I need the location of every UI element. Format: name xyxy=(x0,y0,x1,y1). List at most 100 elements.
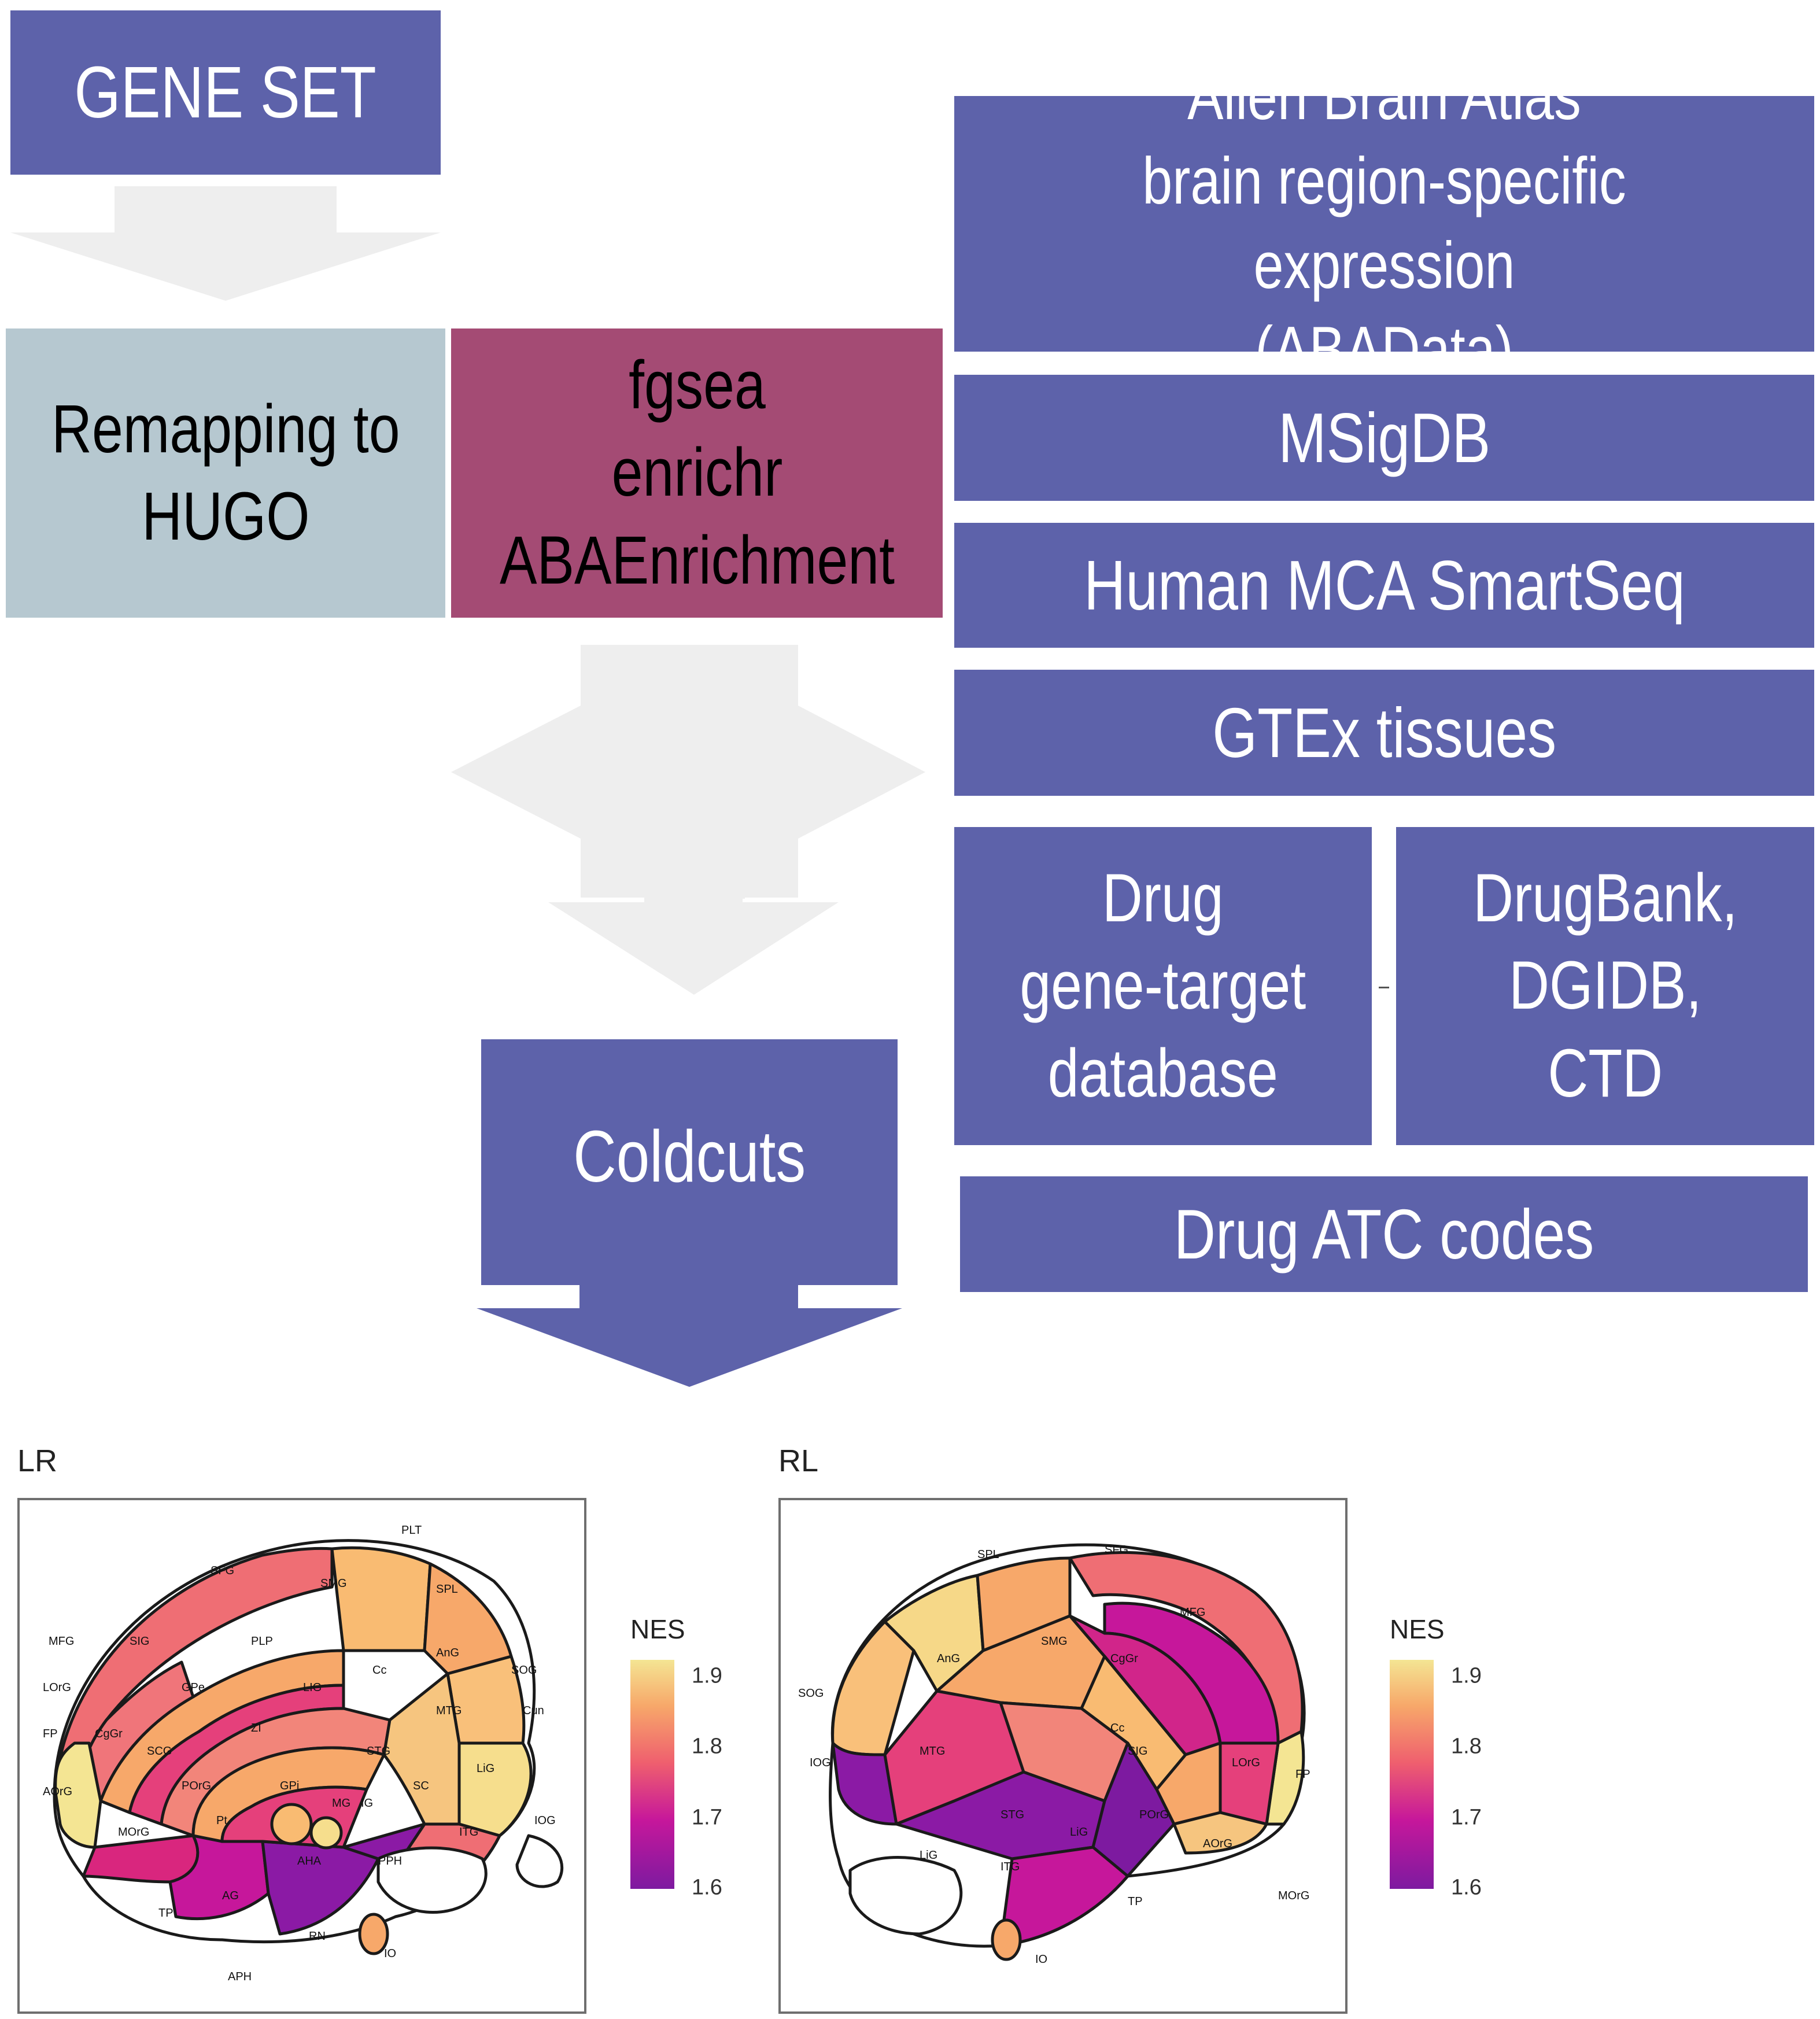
rl-label-stg: STG xyxy=(1001,1808,1024,1821)
lr-label-ag: AG xyxy=(222,1889,239,1902)
rl-label-ang: AnG xyxy=(937,1652,960,1665)
lr-legend-title: NES xyxy=(630,1614,685,1644)
rl-brain-panel: SFG SPL MFG AnG SMG CgGr SOG IOG Cc SIG … xyxy=(778,1498,1348,2014)
remapping-label: Remapping to HUGO xyxy=(51,390,400,555)
lr-label-plp: PLP xyxy=(251,1635,273,1648)
lr-label-gpe: GPe xyxy=(182,1681,205,1694)
human-mca-label: Human MCA SmartSeq xyxy=(1083,545,1685,625)
lr-label-gpi: GPi xyxy=(280,1780,299,1792)
rl-label-lorg: LOrG xyxy=(1232,1756,1260,1769)
lr-panel-title: LR xyxy=(17,1444,58,1478)
lr-region-cerebellum xyxy=(376,1846,488,1914)
rl-region-io xyxy=(991,1918,1022,1961)
lr-region-cun xyxy=(457,1741,533,1837)
gtex-box: GTEx tissues xyxy=(954,670,1814,796)
lr-legend-value: 1.9 xyxy=(692,1663,722,1688)
lr-label-lig: LIG xyxy=(303,1681,322,1694)
lr-label-smg: SMG xyxy=(320,1577,347,1590)
rl-panel-title: RL xyxy=(778,1444,819,1478)
human-mca-box: Human MCA SmartSeq xyxy=(954,523,1814,648)
rl-region-aorg xyxy=(1172,1811,1268,1855)
coldcuts-box: Coldcuts xyxy=(481,1039,898,1285)
rl-label-io: IO xyxy=(1035,1953,1047,1966)
lr-label-io: IO xyxy=(384,1947,396,1960)
lr-label-zi: ZI xyxy=(251,1722,261,1734)
lr-label-mg: MG xyxy=(332,1797,350,1810)
rl-legend-value: 1.7 xyxy=(1451,1805,1482,1830)
gene-set-label: GENE SET xyxy=(74,51,377,134)
lr-legend-tick xyxy=(674,1746,681,1748)
rl-label-mtg: MTG xyxy=(920,1745,945,1758)
rl-label-sog: SOG xyxy=(798,1687,824,1700)
rl-label-lig: LiG xyxy=(920,1849,937,1862)
lr-region-fp xyxy=(54,1741,102,1849)
lr-label-rn: RN xyxy=(309,1930,326,1943)
lr-label-aph: APH xyxy=(228,1970,252,1983)
lr-label-sog: SOG xyxy=(511,1664,537,1677)
lr-legend-value: 1.6 xyxy=(692,1875,722,1900)
lr-label-lorg: LOrG xyxy=(43,1681,71,1694)
lr-label-ang: AnG xyxy=(436,1647,459,1659)
rl-brain-map: SFG SPL MFG AnG SMG CgGr SOG IOG Cc SIG … xyxy=(798,1543,1310,1966)
rl-label-cggr: CgGr xyxy=(1110,1652,1138,1665)
rl-region-cerebellum xyxy=(848,1856,963,1936)
rl-label-sig: SIG xyxy=(1128,1745,1147,1758)
aba-data-box: Allen Brain Atlas brain region-specific … xyxy=(954,60,1814,387)
lr-label-aorg: AOrG xyxy=(43,1785,72,1798)
gene-set-box: GENE SET xyxy=(10,10,441,175)
rl-label-morg: MOrG xyxy=(1278,1889,1309,1902)
rl-label-iog: IOG xyxy=(810,1756,831,1769)
rl-legend-value: 1.9 xyxy=(1451,1663,1482,1688)
lr-legend-tick xyxy=(674,1887,681,1889)
drug-target-db-label: Drug gene-target database xyxy=(1020,860,1306,1112)
drug-target-db-box: Drug gene-target database xyxy=(954,827,1372,1145)
aba-data-label: Allen Brain Atlas brain region-specific … xyxy=(1142,60,1626,387)
msigdb-box: MSigDB xyxy=(954,375,1814,501)
rl-label-cc: Cc xyxy=(1110,1722,1124,1734)
lr-label-fp: FP xyxy=(43,1728,58,1740)
lr-label-morg: MOrG xyxy=(118,1826,149,1839)
lr-label-cun: Cun xyxy=(523,1704,544,1717)
rl-region-sfg xyxy=(1068,1551,1304,1745)
lr-brain-panel: PLT SFG SMG SPL MFG SIG PLP AnG LOrG GPe… xyxy=(17,1498,586,2014)
atc-codes-box: Drug ATC codes xyxy=(960,1176,1808,1292)
lr-region-gpi xyxy=(270,1803,313,1845)
lr-label-aha: AHA xyxy=(297,1855,322,1867)
lr-label-mfg: MFG xyxy=(49,1635,74,1648)
lr-label-sfg: SFG xyxy=(211,1564,234,1577)
lr-label-itg: ITG xyxy=(459,1826,478,1839)
enrichment-tools-box: fgsea enrichr ABAEnrichment xyxy=(451,328,943,618)
lr-region-io xyxy=(358,1913,389,1955)
rl-region-cggr xyxy=(1068,1614,1222,1756)
rl-legend-tick xyxy=(1434,1746,1441,1748)
rl-region-fp xyxy=(1265,1730,1305,1826)
lr-region-mg xyxy=(309,1816,343,1850)
drug-db-connector xyxy=(1379,987,1389,988)
lr-label-spl: SPL xyxy=(436,1583,458,1596)
rl-legend-tick xyxy=(1434,1675,1441,1677)
lr-label-pt: Pt xyxy=(216,1814,227,1827)
rl-legend-tick xyxy=(1434,1817,1441,1819)
lr-label-sc: SC xyxy=(413,1780,429,1792)
atc-codes-label: Drug ATC codes xyxy=(1173,1194,1594,1274)
coldcuts-label: Coldcuts xyxy=(573,1115,806,1197)
rl-legend-colorbar xyxy=(1390,1660,1434,1889)
rl-label-porg: POrG xyxy=(1139,1808,1169,1821)
lr-legend-colorbar xyxy=(630,1660,674,1889)
drugbank-box: DrugBank, DGIDB, CTD xyxy=(1396,827,1814,1145)
lr-label-porg: POrG xyxy=(182,1780,211,1792)
lr-brain-map: PLT SFG SMG SPL MFG SIG PLP AnG LOrG GPe… xyxy=(43,1524,564,1983)
rl-label-tp: TP xyxy=(1128,1895,1143,1908)
rl-label-smg: SMG xyxy=(1041,1635,1068,1648)
lr-label-plt: PLT xyxy=(401,1524,422,1537)
rl-label-aorg: AOrG xyxy=(1203,1837,1232,1850)
rl-legend-title: NES xyxy=(1390,1614,1445,1644)
enrichment-tools-label: fgsea enrichr ABAEnrichment xyxy=(499,347,895,599)
lr-region-brainstem xyxy=(515,1834,564,1888)
lr-label-mtg: MTG xyxy=(436,1704,462,1717)
rl-legend-value: 1.8 xyxy=(1451,1734,1482,1759)
remapping-box: Remapping to HUGO xyxy=(6,328,445,618)
lr-region-mtg xyxy=(382,1672,461,1826)
lr-legend-value: 1.7 xyxy=(692,1805,722,1830)
